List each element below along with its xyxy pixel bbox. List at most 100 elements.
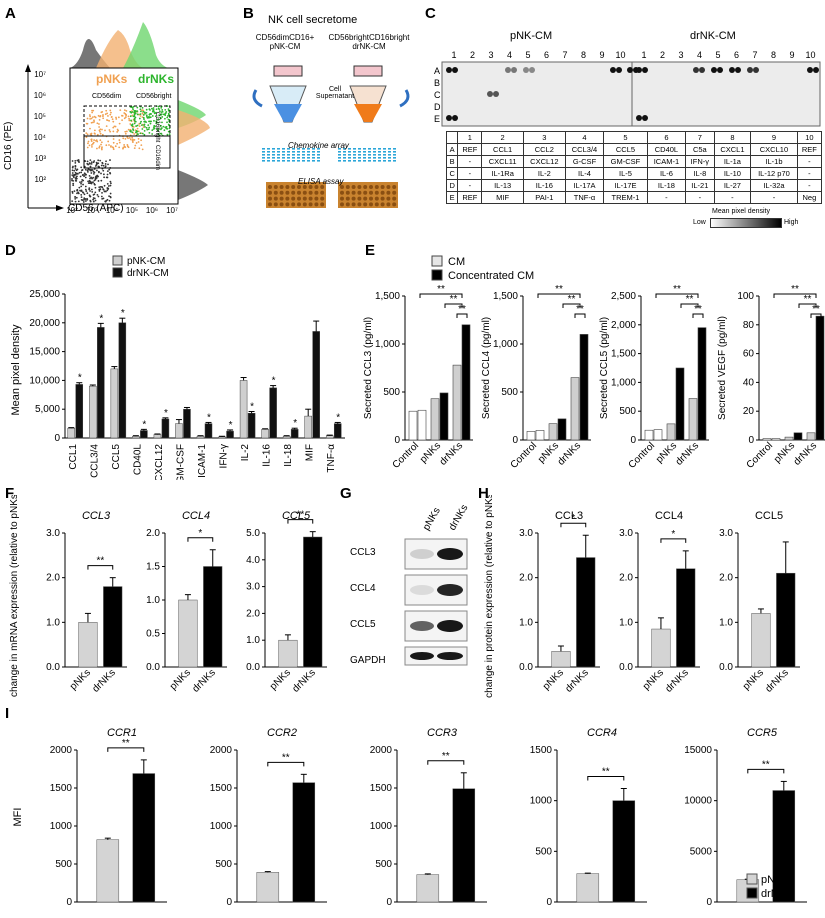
- bar-cm: [526, 431, 536, 441]
- group-label: drNKs: [190, 667, 217, 694]
- y-tick-label: 5,000: [35, 404, 60, 415]
- elisa-assay-label: ELISA assay: [298, 177, 344, 186]
- bar-drnks: [676, 568, 696, 668]
- band: [410, 585, 434, 595]
- group-label: pNKs: [641, 667, 666, 692]
- band-label: CCL4: [350, 583, 376, 594]
- bar-pnks: [576, 873, 600, 903]
- array-table-cell: Neg: [796, 191, 823, 204]
- array-table-cell: 8: [713, 131, 752, 144]
- bar-concentrated-cm: [557, 418, 567, 441]
- category-label: CCL1: [68, 444, 79, 470]
- bar-cm: [570, 377, 580, 441]
- bar-pNK-CM: [196, 436, 205, 439]
- y-tick-label: 500: [55, 859, 72, 870]
- y-tick-label: 1000: [210, 821, 233, 832]
- array-col-label-left: 9: [599, 50, 604, 60]
- density-scale-low: Low: [693, 219, 706, 226]
- significance-label: **: [568, 294, 576, 305]
- array-row-label: A: [434, 66, 440, 76]
- band: [410, 652, 434, 660]
- array-col-label-right: 8: [771, 50, 776, 60]
- western-blot: pNKs drNKs CCL3 CCL4 CCL5 GAPDH: [350, 503, 470, 666]
- flow-cytometry-plot: 10² 10³ 10⁴ 10⁵ 10⁶ 10⁷: [25, 22, 210, 215]
- y-axis-label: Secreted VEGF (pg/ml): [717, 316, 728, 420]
- group-label: pNKs: [741, 667, 766, 692]
- bar-cm: [430, 398, 440, 441]
- array-table-cell: REF: [796, 143, 823, 156]
- array-table-cell: -: [796, 167, 823, 180]
- bar-concentrated-cm: [771, 438, 781, 441]
- array-table-cell: D: [445, 179, 459, 192]
- panel-g-letter: G: [340, 485, 352, 502]
- legend-swatch: [112, 255, 123, 266]
- significance-label: **: [555, 284, 563, 295]
- y-tick-label: 100: [737, 291, 754, 302]
- bar-drnks: [576, 557, 596, 668]
- panel-e-letter: E: [365, 242, 376, 259]
- array-table-cell: -: [685, 191, 715, 204]
- bar-drnks: [612, 800, 636, 903]
- panel-c-letter: C: [425, 5, 436, 22]
- array-col-label-right: 7: [752, 50, 757, 60]
- band-label: CCL3: [350, 547, 376, 558]
- bar-pnks: [96, 839, 120, 903]
- legend-label: Concentrated CM: [448, 270, 534, 282]
- array-col-label-right: 3: [678, 50, 683, 60]
- chart-title: CCR4: [587, 727, 617, 739]
- bar-drNK-CM: [75, 384, 84, 439]
- bar-drNK-CM: [161, 418, 170, 439]
- array-table-cell: CCL1: [481, 143, 524, 156]
- significance-star: *: [78, 373, 82, 384]
- array-table-cell: IL-16: [522, 179, 566, 192]
- bar-pNK-CM: [153, 434, 162, 439]
- y-tick-label: 10²: [34, 175, 46, 184]
- bar-concentrated-cm: [439, 392, 449, 441]
- y-tick-label: 500: [501, 387, 518, 398]
- array-table-cell: -: [713, 191, 752, 204]
- y-tick-label: 0.0: [246, 662, 260, 673]
- legend-label: CM: [448, 256, 465, 268]
- bar-cm: [408, 410, 418, 441]
- array-col-label-right: 2: [660, 50, 665, 60]
- array-col-label-left: 1: [451, 50, 456, 60]
- y-tick-label: 2,500: [611, 291, 636, 302]
- bar-drnks: [303, 536, 323, 668]
- group-label: pNKs: [168, 667, 193, 692]
- bar-pNK-CM: [261, 429, 269, 439]
- y-tick-label: 5.0: [246, 528, 260, 539]
- gate-cd16bright-label: CD16bright: [154, 112, 160, 143]
- array-row-label: E: [434, 114, 440, 124]
- bar-drnks: [452, 788, 476, 903]
- category-label: CXCL12: [154, 444, 165, 480]
- array-table-cell: CXCL1: [713, 143, 752, 156]
- y-tick-label: 0.0: [619, 662, 633, 673]
- group-label: pNKs: [268, 667, 293, 692]
- legend-label: drNK-CM: [127, 268, 169, 279]
- array-table-cell: CXCL11: [481, 155, 524, 168]
- bar-concentrated-cm: [793, 432, 803, 441]
- array-table-cell: GM-CSF: [603, 155, 648, 168]
- array-table-cell: IL-10: [713, 167, 752, 180]
- bar-concentrated-cm: [461, 324, 471, 441]
- bar-drnks: [103, 586, 123, 668]
- y-tick-label: 0: [706, 897, 712, 908]
- bar-pnks: [278, 639, 298, 668]
- panel-f-charts: Fold change in mRNA expression (relative…: [9, 495, 327, 700]
- significance-label: **: [442, 751, 450, 762]
- array-table-cell: CXCL10: [750, 143, 798, 156]
- x-tick-label: 10³: [86, 206, 98, 215]
- legend-swatch: [746, 873, 758, 885]
- significance-label: **: [762, 759, 770, 770]
- legend-swatch: [112, 267, 123, 278]
- category-label: CCL5: [111, 444, 122, 470]
- chart-title: CCR5: [747, 727, 778, 739]
- bar-concentrated-cm: [815, 315, 825, 441]
- bar-pnks: [551, 651, 571, 668]
- y-tick-label: 1,000: [493, 339, 518, 350]
- group-label: drNKs: [90, 667, 117, 694]
- panel-i-letter: I: [5, 705, 10, 722]
- array-table-cell: IL-2: [522, 167, 566, 180]
- y-tick-label: 1.5: [146, 562, 160, 573]
- bar-pNK-CM: [89, 385, 97, 439]
